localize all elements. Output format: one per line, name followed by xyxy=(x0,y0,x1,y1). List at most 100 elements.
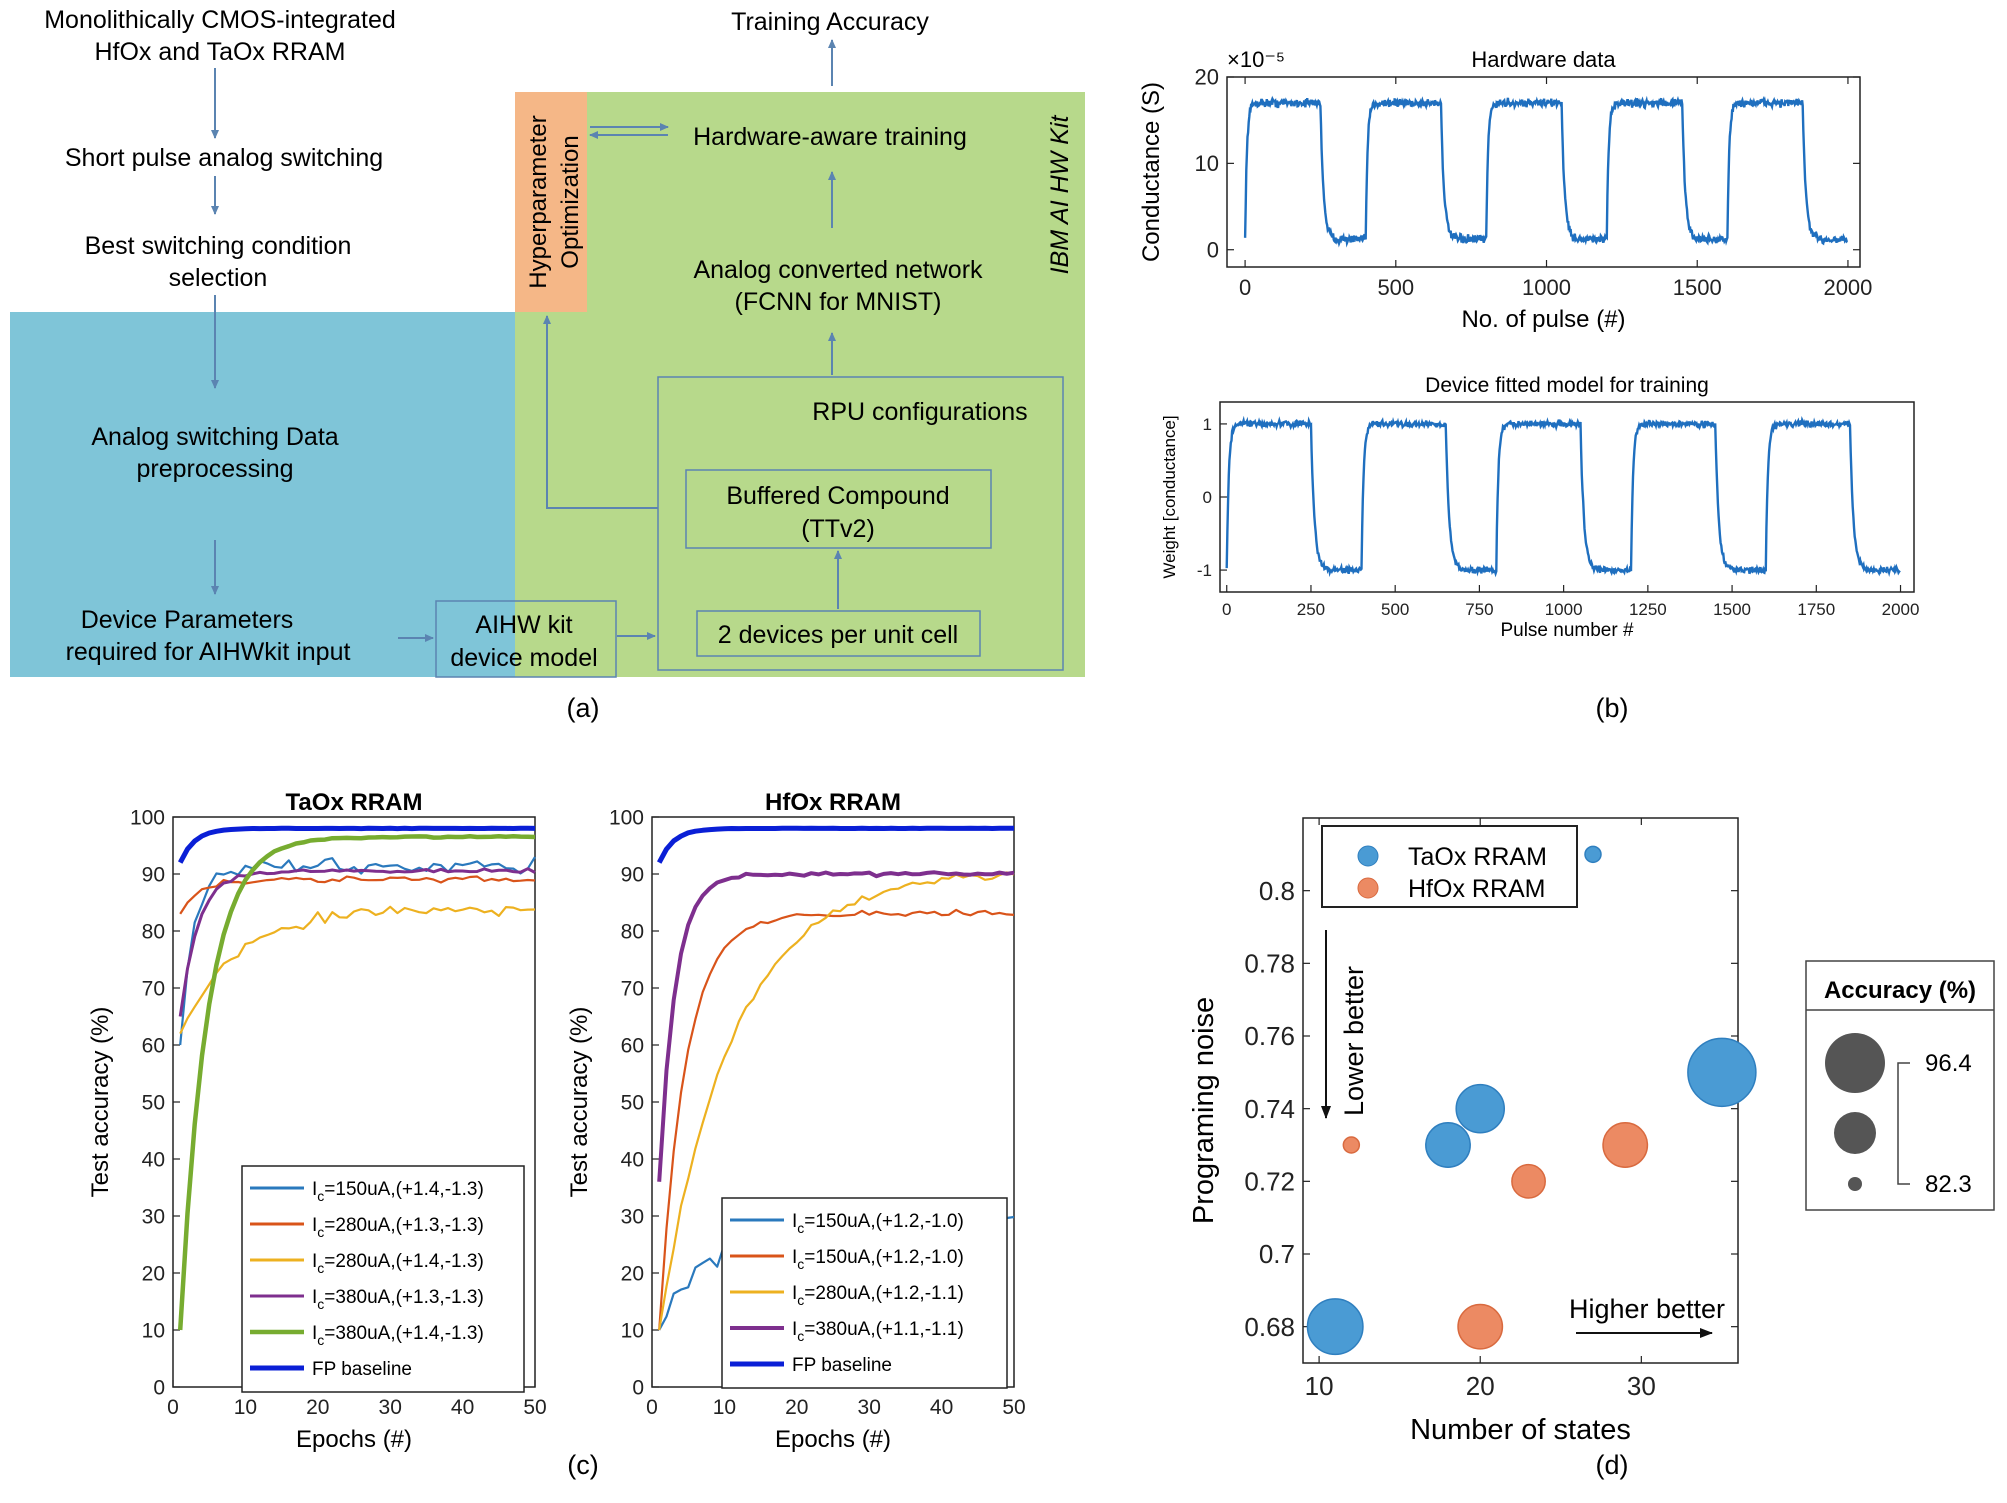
legend-label: HfOx RRAM xyxy=(1408,875,1546,903)
y-tick-label: 80 xyxy=(142,920,165,943)
hyperparameter-box xyxy=(515,92,587,312)
chart-title: TaOx RRAM xyxy=(286,789,423,816)
x-tick-label: 1000 xyxy=(1522,275,1571,300)
legend-label: Ic=150uA,(+1.4,-1.3) xyxy=(312,1179,484,1204)
y-tick-label: 20 xyxy=(621,1262,644,1285)
legend-label: FP baseline xyxy=(312,1359,412,1380)
data-line xyxy=(1243,95,1849,248)
x-tick-label: 2000 xyxy=(1882,600,1920,619)
scatter-point xyxy=(1602,1122,1649,1168)
data-line xyxy=(1225,415,1901,578)
x-tick-label: 50 xyxy=(1002,1396,1025,1419)
chart-c1: 0 10 20 30 40 50 0 10 20 30 40 50 60 70 80 90 100 TaOx RR… xyxy=(87,789,547,1453)
x-tick-label: 1500 xyxy=(1713,600,1751,619)
rpu-label: RPU configurations xyxy=(812,398,1027,426)
legend-label: Ic=150uA,(+1.2,-1.0) xyxy=(792,1211,964,1236)
x-tick-label: 10 xyxy=(713,1396,736,1419)
size-legend-small xyxy=(1848,1177,1862,1191)
scatter-point xyxy=(1455,1083,1506,1134)
x-axis-label: Epochs (#) xyxy=(296,1426,412,1453)
hyperparam-label: Optimization xyxy=(557,135,584,268)
scatter-point xyxy=(1584,845,1602,864)
legend-label: Ic=380uA,(+1.4,-1.3) xyxy=(312,1323,484,1348)
y-axis-label: Conductance (S) xyxy=(1138,82,1165,262)
scatter-point xyxy=(1342,1136,1361,1154)
higher-better-label: Higher better xyxy=(1569,1294,1725,1324)
y-tick-label: 70 xyxy=(142,977,165,1000)
y-tick-label: 60 xyxy=(142,1034,165,1057)
x-tick-label: 20 xyxy=(785,1396,808,1419)
size-legend-bracket xyxy=(1897,1062,1910,1185)
series-line xyxy=(657,870,1015,1182)
y-tick-label: 0 xyxy=(1207,237,1219,262)
y-tick-label: 0.7 xyxy=(1259,1239,1295,1269)
y-tick-label: 20 xyxy=(142,1262,165,1285)
y-tick-label: 50 xyxy=(621,1091,644,1114)
series-line xyxy=(178,825,536,864)
y-tick-label: 0 xyxy=(1203,488,1212,507)
ibm-kit-region xyxy=(515,92,1085,677)
x-axis-label: Pulse number # xyxy=(1500,620,1634,641)
x-tick-label: 20 xyxy=(306,1396,329,1419)
x-tick-label: 250 xyxy=(1297,600,1325,619)
y-tick-label: 0 xyxy=(632,1376,644,1399)
y-tick-label: 0.68 xyxy=(1244,1312,1295,1342)
x-tick-label: 1750 xyxy=(1797,600,1835,619)
y-tick-label: 0.76 xyxy=(1244,1021,1295,1051)
scatter-point xyxy=(1687,1037,1757,1108)
scatter-point xyxy=(1425,1122,1471,1168)
y-tick-label: 0.78 xyxy=(1244,948,1295,978)
x-tick-label: 1500 xyxy=(1673,275,1722,300)
hyperparam-label: Hyperparameter xyxy=(525,115,552,288)
y-axis-label: Weight [conductance] xyxy=(1160,415,1179,578)
x-tick-label: 0 xyxy=(1239,275,1251,300)
legend-label: FP baseline xyxy=(792,1355,892,1376)
x-tick-label: 40 xyxy=(451,1396,474,1419)
legend-label: Ic=150uA,(+1.2,-1.0) xyxy=(792,1247,964,1272)
x-tick-label: 0 xyxy=(167,1396,179,1419)
x-tick-label: 0 xyxy=(646,1396,658,1419)
y-tick-label: 0.8 xyxy=(1259,876,1295,906)
step-text: required for AIHWkit input xyxy=(66,638,351,666)
y-tick-label: 1 xyxy=(1203,415,1212,434)
legend-marker xyxy=(1357,877,1379,899)
step-text: HfOx and TaOx RRAM xyxy=(94,38,345,66)
series-line xyxy=(657,825,1014,864)
y-tick-label: 0.72 xyxy=(1244,1166,1295,1196)
y-tick-label: 90 xyxy=(142,863,165,886)
x-tick-label: 1000 xyxy=(1545,600,1583,619)
x-axis-label: Number of states xyxy=(1410,1414,1631,1446)
legend-label: Ic=380uA,(+1.1,-1.1) xyxy=(792,1319,964,1344)
x-tick-label: 750 xyxy=(1465,600,1493,619)
y-tick-label: 10 xyxy=(621,1319,644,1342)
y-tick-label: 80 xyxy=(621,920,644,943)
series-line xyxy=(179,875,536,915)
y-multiplier: ×10⁻⁵ xyxy=(1227,47,1285,72)
chart-title: Device fitted model for training xyxy=(1425,374,1709,397)
aihw-model-box xyxy=(435,600,617,678)
scatter-point xyxy=(1511,1163,1546,1199)
caption-c: (c) xyxy=(567,1450,598,1480)
feedback-arrow xyxy=(543,315,658,509)
x-tick-label: 30 xyxy=(1627,1371,1656,1401)
preprocessing-region xyxy=(10,312,515,677)
legend-box xyxy=(241,1165,525,1393)
series-line xyxy=(177,833,536,1331)
two-devices-label: 2 devices per unit cell xyxy=(718,621,958,649)
x-tick-label: 0 xyxy=(1222,600,1231,619)
y-axis-label: Programing noise xyxy=(1188,997,1220,1224)
caption-d: (d) xyxy=(1596,1450,1629,1480)
step-text: preprocessing xyxy=(136,455,293,483)
lower-better-label: Lower better xyxy=(1339,966,1369,1116)
y-tick-label: 100 xyxy=(130,806,165,829)
legend-label: Ic=280uA,(+1.2,-1.1) xyxy=(792,1283,964,1308)
ibm-kit-label: IBM AI HW Kit xyxy=(1046,115,1074,275)
plot-frame xyxy=(1302,817,1739,1364)
caption-a: (a) xyxy=(567,693,600,723)
step-text: Best switching condition xyxy=(85,232,352,260)
x-tick-label: 1250 xyxy=(1629,600,1667,619)
legend-label: Ic=280uA,(+1.4,-1.3) xyxy=(312,1251,484,1276)
y-tick-label: 20 xyxy=(1195,65,1219,90)
series-line xyxy=(658,908,1015,1331)
chart-title: Hardware data xyxy=(1471,47,1616,72)
